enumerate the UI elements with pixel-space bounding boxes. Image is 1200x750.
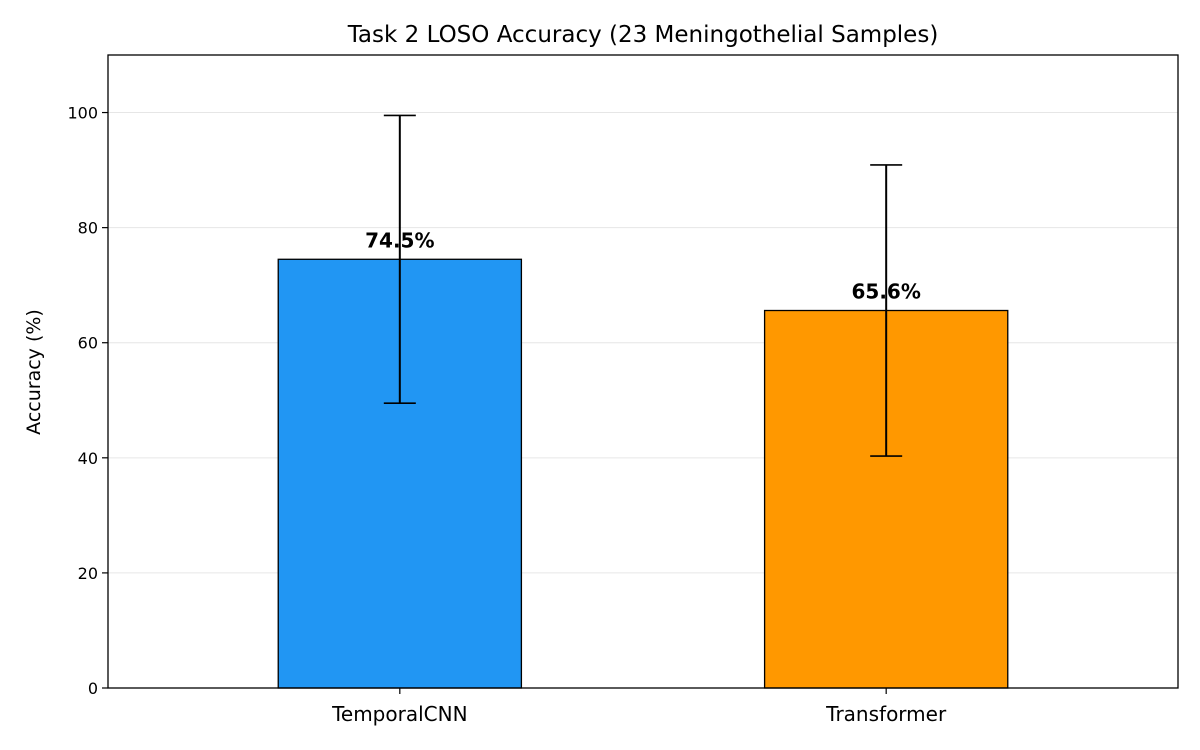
plot-frame xyxy=(107,54,1179,689)
y-tick-label: 0 xyxy=(88,679,98,698)
bar-value-label: 65.6% xyxy=(851,280,920,304)
x-tick-label: Transformer xyxy=(825,702,947,726)
error-bars xyxy=(383,114,903,457)
y-axis: 0 20 40 60 80 100 xyxy=(67,104,108,698)
y-tick-label: 40 xyxy=(78,449,98,468)
chart-title: Task 2 LOSO Accuracy (23 Meningothelial … xyxy=(347,22,939,48)
y-tick-label: 100 xyxy=(67,104,98,123)
y-axis-label: Accuracy (%) xyxy=(23,309,45,435)
y-tick-label: 20 xyxy=(78,564,98,583)
bar-value-label: 74.5% xyxy=(365,228,434,252)
data-labels: 74.5% 65.6% xyxy=(365,228,921,303)
x-axis: TemporalCNN Transformer xyxy=(331,688,947,726)
x-tick-label: TemporalCNN xyxy=(331,702,467,726)
y-tick-label: 60 xyxy=(78,334,98,353)
y-tick-label: 80 xyxy=(78,219,98,238)
